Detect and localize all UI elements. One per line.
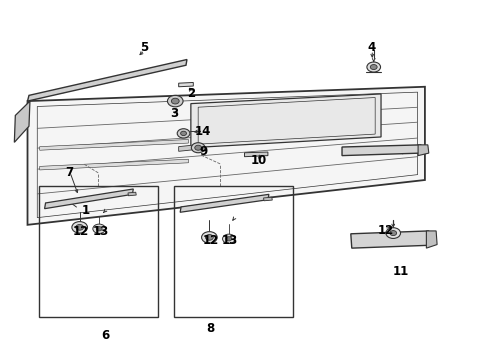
- Text: 7: 7: [65, 166, 73, 179]
- Circle shape: [72, 222, 87, 233]
- Circle shape: [222, 234, 235, 243]
- Polygon shape: [350, 231, 429, 248]
- Polygon shape: [40, 159, 188, 170]
- Circle shape: [191, 143, 204, 153]
- Circle shape: [93, 224, 105, 233]
- Circle shape: [366, 62, 380, 72]
- Text: 11: 11: [391, 265, 408, 278]
- Polygon shape: [178, 82, 193, 87]
- Polygon shape: [263, 197, 272, 201]
- Circle shape: [225, 237, 231, 241]
- Circle shape: [76, 225, 83, 230]
- Circle shape: [369, 64, 376, 69]
- Polygon shape: [178, 145, 195, 151]
- Circle shape: [180, 131, 186, 135]
- Circle shape: [194, 145, 201, 150]
- Polygon shape: [426, 231, 436, 248]
- Polygon shape: [27, 59, 186, 101]
- Polygon shape: [40, 139, 188, 150]
- Text: 8: 8: [206, 322, 214, 335]
- Circle shape: [205, 234, 213, 240]
- Text: 3: 3: [169, 107, 178, 120]
- Polygon shape: [417, 145, 428, 156]
- Polygon shape: [244, 152, 267, 157]
- Text: 12: 12: [202, 234, 218, 247]
- Polygon shape: [27, 87, 424, 225]
- Text: 12: 12: [377, 224, 393, 237]
- Text: 5: 5: [140, 41, 148, 54]
- Bar: [173, 186, 293, 317]
- Polygon shape: [14, 101, 30, 142]
- Circle shape: [201, 231, 217, 243]
- Polygon shape: [341, 145, 420, 156]
- Text: 4: 4: [366, 41, 375, 54]
- Text: 13: 13: [221, 234, 238, 247]
- Circle shape: [167, 95, 183, 107]
- Text: 13: 13: [92, 225, 108, 238]
- Polygon shape: [128, 192, 136, 196]
- Circle shape: [389, 230, 396, 235]
- Text: 9: 9: [199, 145, 207, 158]
- Polygon shape: [44, 189, 133, 209]
- Text: 10: 10: [250, 154, 267, 167]
- Circle shape: [96, 226, 102, 231]
- Text: 12: 12: [73, 225, 89, 238]
- Text: 6: 6: [101, 329, 109, 342]
- Polygon shape: [180, 194, 268, 212]
- Circle shape: [171, 98, 179, 104]
- Text: 1: 1: [82, 204, 90, 217]
- Polygon shape: [190, 94, 380, 148]
- Text: 2: 2: [186, 87, 195, 100]
- Text: 14: 14: [194, 125, 211, 138]
- Bar: [39, 186, 158, 317]
- Circle shape: [385, 228, 400, 238]
- Circle shape: [177, 129, 189, 138]
